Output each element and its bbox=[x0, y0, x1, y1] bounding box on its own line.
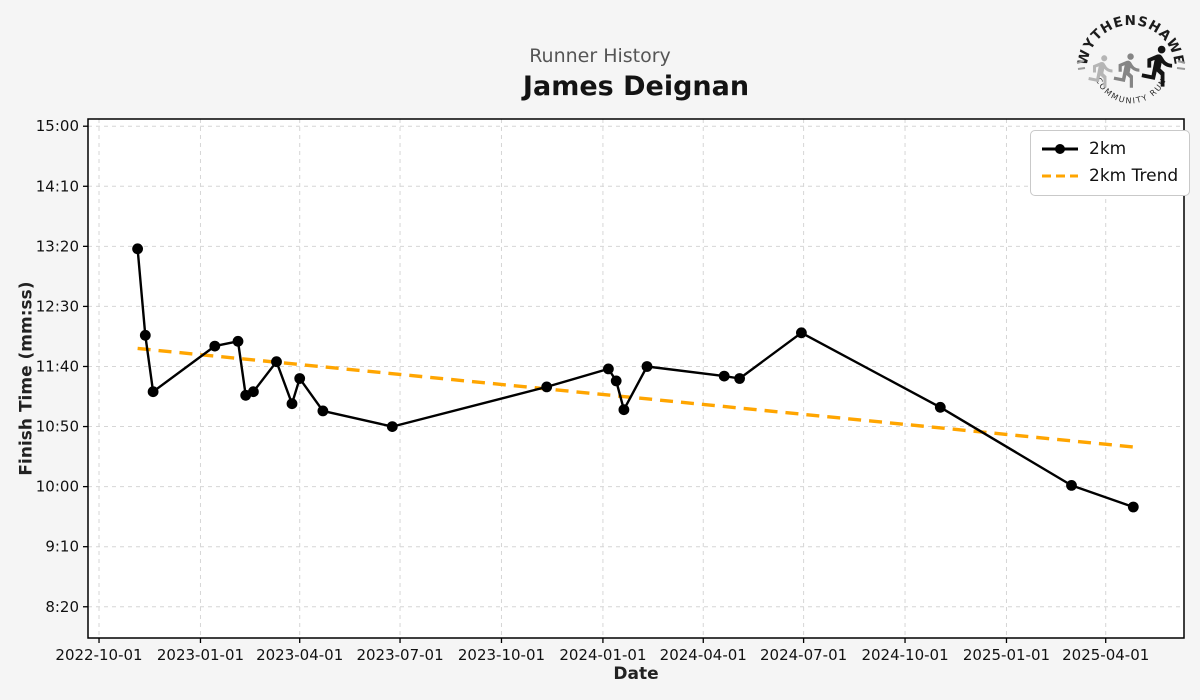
x-tick-label: 2024-01-01 bbox=[559, 646, 646, 664]
club-logo: WYTHENSHAWE COMMUNITY RUN bbox=[1075, 13, 1186, 106]
y-tick-label: 12:30 bbox=[36, 297, 79, 315]
y-tick-label: 15:00 bbox=[36, 117, 79, 135]
x-tick-label: 2024-04-01 bbox=[660, 646, 747, 664]
x-tick-label: 2022-10-01 bbox=[55, 646, 142, 664]
data-point-marker bbox=[271, 356, 282, 368]
x-tick-label: 2023-04-01 bbox=[256, 646, 343, 664]
runner-name-title: James Deignan bbox=[522, 71, 750, 102]
legend-sample-line bbox=[1042, 144, 1078, 154]
logo-side-marks bbox=[1076, 60, 1186, 70]
data-point-marker bbox=[796, 327, 807, 339]
y-tick-label: 14:10 bbox=[36, 177, 79, 195]
y-tick-label: 10:00 bbox=[36, 478, 79, 496]
data-point-marker bbox=[209, 340, 221, 352]
data-point-marker bbox=[232, 335, 244, 347]
x-tick-label: 2023-01-01 bbox=[157, 646, 244, 664]
x-tick-label: 2023-10-01 bbox=[458, 646, 545, 664]
legend: 2km 2km Trend bbox=[1030, 130, 1191, 196]
data-point-marker bbox=[718, 370, 730, 382]
axes-spines bbox=[87, 118, 1185, 639]
y-tick-label: 10:50 bbox=[36, 418, 79, 436]
x-tick-label: 2025-04-01 bbox=[1062, 646, 1149, 664]
data-point-marker bbox=[641, 361, 653, 372]
legend-item-2km-trend: 2km Trend bbox=[1041, 164, 1178, 188]
y-tick-label: 8:20 bbox=[45, 598, 79, 616]
y-tick-label: 9:10 bbox=[45, 538, 79, 556]
legend-item-2km: 2km bbox=[1041, 137, 1178, 161]
legend-label: 2km Trend bbox=[1089, 166, 1179, 186]
x-tick-label: 2024-10-01 bbox=[861, 646, 948, 664]
chart-subtitle: Runner History bbox=[529, 45, 671, 67]
data-point-marker bbox=[294, 373, 306, 384]
legend-marker bbox=[1055, 144, 1065, 154]
x-tick-label: 2025-01-01 bbox=[963, 646, 1050, 664]
y-axis-label: Finish Time (mm:ss) bbox=[16, 281, 37, 476]
data-point-marker bbox=[610, 375, 622, 387]
data-point-marker bbox=[934, 401, 946, 413]
x-axis-label: Date bbox=[613, 664, 659, 684]
y-tick-label: 13:20 bbox=[36, 237, 79, 255]
data-point-marker bbox=[139, 329, 151, 341]
data-point-marker bbox=[734, 373, 745, 384]
data-point-marker bbox=[1127, 501, 1139, 513]
data-point-marker bbox=[603, 363, 614, 375]
x-tick-label: 2023-07-01 bbox=[356, 646, 443, 664]
data-point-marker bbox=[1066, 480, 1077, 491]
data-point-marker bbox=[248, 386, 259, 398]
data-point-marker bbox=[286, 398, 298, 410]
data-point-marker bbox=[132, 243, 144, 255]
runner-icons bbox=[1088, 45, 1173, 88]
legend-sample-line bbox=[1042, 174, 1078, 178]
data-point-marker bbox=[147, 386, 159, 398]
runner-icon-mid bbox=[1113, 53, 1140, 88]
data-point-marker bbox=[618, 404, 630, 416]
runner-icon-light bbox=[1088, 55, 1113, 88]
y-tick-label: 11:40 bbox=[36, 357, 79, 375]
data-point-marker bbox=[317, 405, 329, 417]
data-point-marker bbox=[386, 421, 398, 432]
x-tick-label: 2024-07-01 bbox=[760, 646, 847, 664]
runner-icon-dark bbox=[1141, 45, 1173, 87]
plot-area bbox=[88, 119, 1184, 638]
legend-label: 2km bbox=[1089, 139, 1127, 159]
data-point-marker bbox=[541, 381, 553, 393]
